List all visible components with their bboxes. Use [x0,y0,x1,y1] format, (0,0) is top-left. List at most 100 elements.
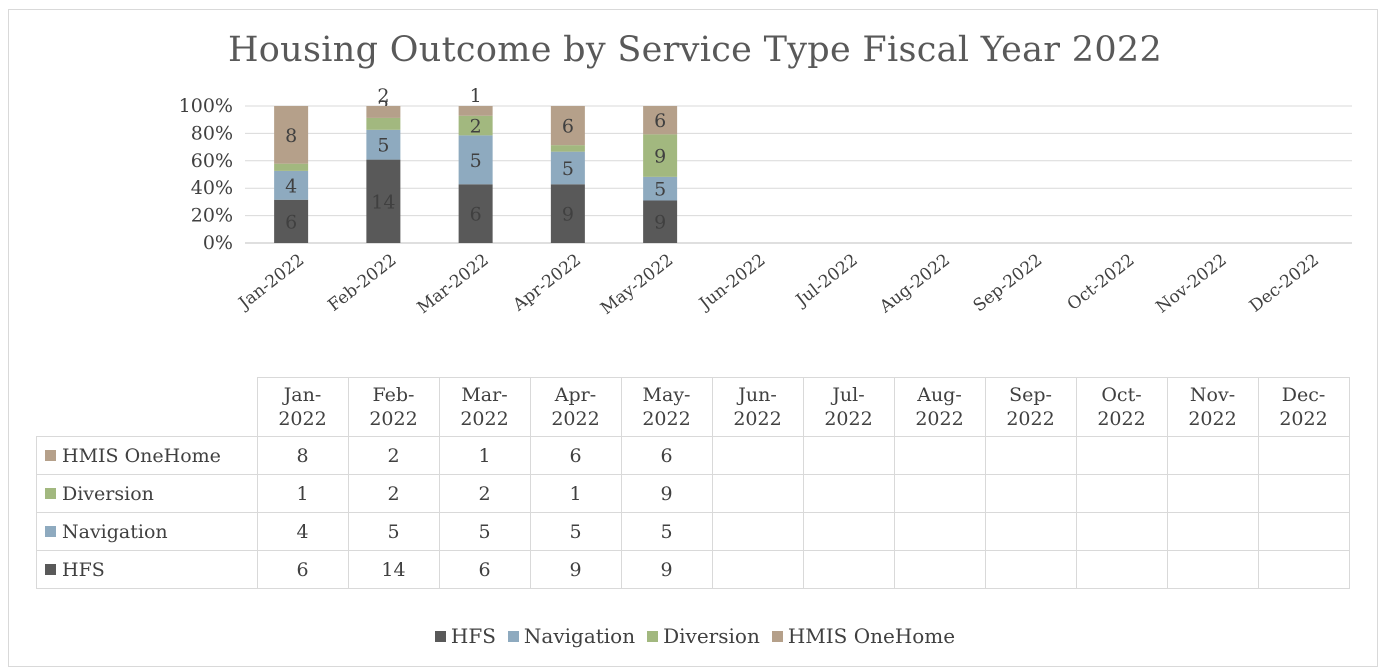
data-label: 4 [285,175,297,197]
data-label: 6 [654,110,666,132]
bar-segment [550,151,585,185]
x-tick-label: Nov-2022 [1152,250,1230,317]
bar-segment [274,170,309,200]
bar-segment [643,176,678,201]
table-cell [984,550,1077,589]
legend-item: HFS [434,624,496,648]
table-cell [1257,512,1350,551]
table-cell: 2 [438,474,531,513]
table-cell [1257,436,1350,475]
y-tick-label: 100% [179,95,233,117]
table-cell: 2 [347,436,440,475]
table-cell: 5 [529,512,622,551]
table-cell: 2 [347,474,440,513]
x-tick-label: Jul-2022 [791,250,862,311]
data-label: 9 [654,146,666,168]
table-cell: 9 [529,550,622,589]
table-series-name: Diversion [36,474,258,513]
table-cell: 4 [256,512,349,551]
bar-segment [458,106,493,116]
legend-label: Diversion [663,624,760,648]
y-tick-label: 0% [203,232,233,254]
data-label: 8 [285,125,297,147]
x-tick-label: Jun-2022 [694,250,769,315]
table-cell [893,550,986,589]
legend-item: HMIS OneHome [771,624,955,648]
table-cell [1166,512,1259,551]
legend-key [45,487,56,499]
table-cell [1166,474,1259,513]
chart-title: Housing Outcome by Service Type Fiscal Y… [227,30,1163,70]
table-cell [711,474,804,513]
y-tick-label: 80% [191,122,233,144]
table-cell: 8 [256,436,349,475]
table-cell [711,512,804,551]
legend-key [45,563,56,575]
table-cell [893,436,986,475]
data-label: 1 [470,85,482,107]
table-cell: 5 [438,512,531,551]
data-label: 5 [470,150,482,172]
bar-segment [366,129,401,160]
bar-segment [458,135,493,185]
table-cell [893,474,986,513]
table-cell: 1 [256,474,349,513]
table-cell [1257,550,1350,589]
bar-segment [550,106,585,146]
table-cell: 14 [347,550,440,589]
bar-segment [274,163,309,171]
table-cell: 5 [620,512,713,551]
table-series-name: Navigation [36,512,258,551]
x-tick-label: Feb-2022 [324,250,400,316]
table-cell [984,512,1077,551]
data-table: Jan- 2022 Feb- 2022 Mar- 2022 Apr- 2022 May- 2022… [36,377,1350,589]
table-corner [36,377,258,437]
data-label: 9 [654,212,666,234]
table-column-header: Jan- 2022 [256,377,349,437]
chart-frame [8,9,1378,667]
legend-key [45,449,56,461]
table-cell: 9 [620,550,713,589]
table-cell [802,512,895,551]
x-tick-label: Dec-2022 [1246,250,1323,316]
x-tick-label: Mar-2022 [414,250,493,318]
legend-label: HFS [450,624,496,648]
table-cell [802,436,895,475]
data-label: 2 [470,116,482,138]
table-series-name: HFS [36,550,258,589]
bar-segment [458,115,493,136]
table-column-header: May- 2022 [620,377,713,437]
bar-segment [643,200,678,243]
x-tick-label: Jan-2022 [234,250,309,314]
table-cell: 5 [347,512,440,551]
table-column-header: Jul- 2022 [802,377,895,437]
table-cell [1257,474,1350,513]
legend-item: Navigation [507,624,635,648]
data-label: 2 [377,85,389,107]
data-label: 14 [371,191,395,213]
table-cell [711,436,804,475]
x-tick-label: Aug-2022 [875,250,954,318]
legend: HFS Navigation Diversion HMIS OneHome [0,624,1380,648]
table-cell [802,550,895,589]
table-cell [711,550,804,589]
table-column-header: Mar- 2022 [438,377,531,437]
table-cell: 6 [256,550,349,589]
table-row: HMIS OneHome 8 2 1 6 6 [36,436,1350,475]
y-tick-label: 40% [191,177,233,199]
table-column-header: Sep- 2022 [984,377,1077,437]
data-label: 5 [377,135,389,157]
table-cell [1166,550,1259,589]
table-cell [1075,512,1168,551]
table-cell: 9 [620,474,713,513]
data-label: 6 [285,211,297,233]
y-tick-label: 60% [191,150,233,172]
table-cell [1166,436,1259,475]
bar-segment [550,145,585,152]
table-cell: 1 [529,474,622,513]
legend-key [45,525,56,537]
table-column-header: Nov- 2022 [1166,377,1259,437]
table-cell: 6 [620,436,713,475]
table-cell [1075,436,1168,475]
table-cell [1075,550,1168,589]
